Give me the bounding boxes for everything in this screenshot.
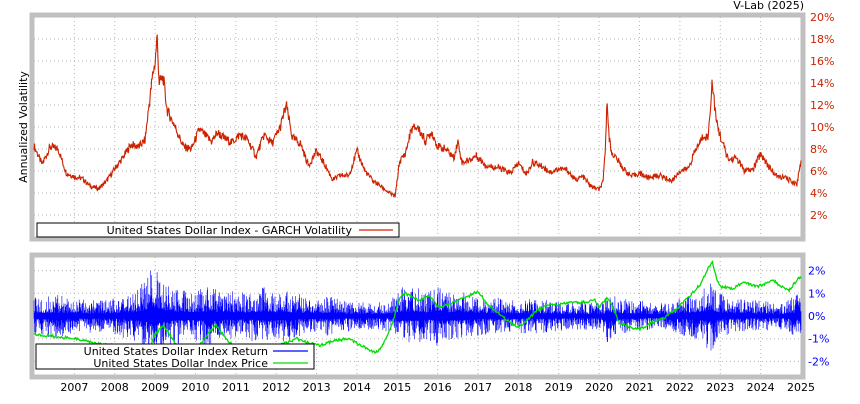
price-line xyxy=(33,260,802,363)
returns-legend: United States Dollar Index Return United… xyxy=(35,343,315,370)
returns-y-ticks: -2% -1% 0% 1% 2% xyxy=(808,265,829,369)
volatility-y-tick-label: 8% xyxy=(810,143,827,156)
volatility-y-ticks: 2% 4% 6% 8% 10% 12% 14% 16% 18% 20% xyxy=(810,11,834,222)
chart-credit: V-Lab (2025) xyxy=(733,0,804,12)
x-tick-label: 2020 xyxy=(585,381,613,394)
volatility-y-tick-label: 6% xyxy=(810,165,827,178)
x-tick-label: 2008 xyxy=(101,381,129,394)
returns-legend-box xyxy=(35,343,315,370)
volatility-grid xyxy=(34,16,802,237)
returns-y-tick-label: 2% xyxy=(808,265,825,278)
x-tick-label: 2010 xyxy=(181,381,209,394)
volatility-y-tick-label: 14% xyxy=(810,77,834,90)
returns-legend-label: United States Dollar Index Return xyxy=(84,345,268,358)
volatility-y-tick-label: 16% xyxy=(810,55,834,68)
returns-y-tick-label: 1% xyxy=(808,287,825,300)
volatility-legend: United States Dollar Index - GARCH Volat… xyxy=(36,222,400,238)
x-axis-ticks: 2007 2008 2009 2010 2011 2012 2013 2014 2015 2016… xyxy=(60,381,815,394)
x-tick-label: 2016 xyxy=(424,381,452,394)
x-tick-label: 2009 xyxy=(141,381,169,394)
volatility-y-tick-label: 2% xyxy=(810,209,827,222)
x-tick-label: 2025 xyxy=(787,381,815,394)
x-tick-label: 2011 xyxy=(222,381,250,394)
returns-y-tick-label: 0% xyxy=(808,310,825,323)
volatility-y-tick-label: 18% xyxy=(810,33,834,46)
volatility-y-tick-label: 12% xyxy=(810,99,834,112)
returns-y-tick-label: -2% xyxy=(808,355,829,368)
returns-y-tick-label: -1% xyxy=(808,333,829,346)
volatility-y-tick-label: 10% xyxy=(810,121,834,134)
x-tick-label: 2022 xyxy=(666,381,694,394)
volatility-y-axis-label: Annualized Volatility xyxy=(17,71,30,183)
x-tick-label: 2017 xyxy=(464,381,492,394)
volatility-y-tick-label: 4% xyxy=(810,187,827,200)
x-tick-label: 2012 xyxy=(262,381,290,394)
x-tick-label: 2014 xyxy=(343,381,371,394)
x-tick-label: 2021 xyxy=(626,381,654,394)
volatility-legend-label: United States Dollar Index - GARCH Volat… xyxy=(107,224,353,237)
x-tick-label: 2024 xyxy=(747,381,775,394)
x-tick-label: 2019 xyxy=(545,381,573,394)
x-tick-label: 2013 xyxy=(303,381,331,394)
price-legend-label: United States Dollar Index Price xyxy=(93,357,268,370)
volatility-line xyxy=(33,34,802,198)
x-tick-label: 2018 xyxy=(504,381,532,394)
x-tick-label: 2023 xyxy=(706,381,734,394)
x-tick-label: 2015 xyxy=(383,381,411,394)
volatility-legend-box xyxy=(36,222,400,238)
returns-series xyxy=(33,270,802,353)
x-tick-label: 2007 xyxy=(60,381,88,394)
volatility-y-tick-label: 20% xyxy=(810,11,834,24)
returns-bars xyxy=(33,270,802,353)
